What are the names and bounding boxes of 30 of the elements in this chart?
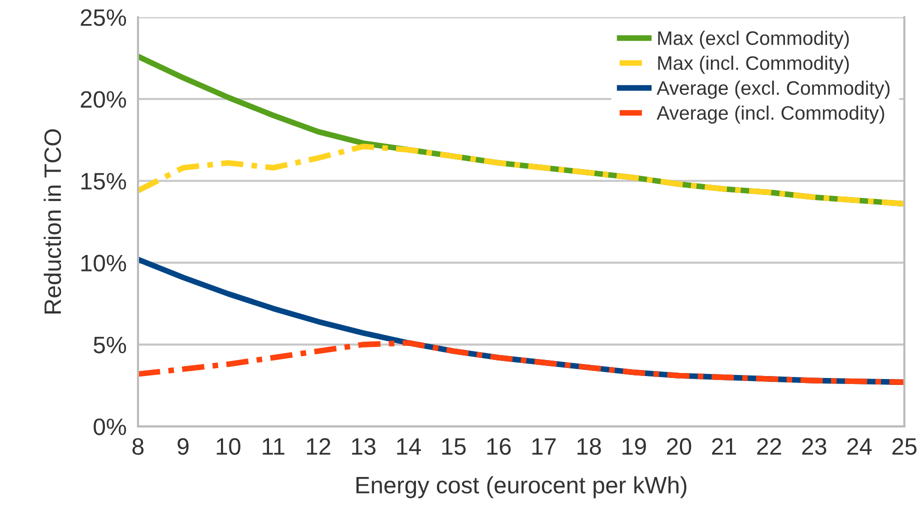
x-tick-label: 9 bbox=[178, 438, 189, 455]
x-tick-label: 12 bbox=[306, 438, 330, 455]
x-tick-label: 23 bbox=[802, 438, 826, 455]
x-axis-title: Energy cost (eurocent per kWh) bbox=[356, 476, 686, 498]
y-tick-label: 5% bbox=[94, 336, 126, 354]
y-tick-label: 10% bbox=[81, 254, 126, 272]
y-tick-label: 0% bbox=[94, 418, 126, 436]
x-tick-label: 10 bbox=[216, 438, 240, 455]
legend-label: Average (excl. Commodity) bbox=[656, 80, 890, 99]
x-tick-label: 22 bbox=[757, 438, 782, 455]
x-tick-label: 14 bbox=[397, 438, 421, 455]
x-tick-label: 15 bbox=[442, 438, 466, 455]
x-tick-label: 19 bbox=[622, 438, 646, 455]
x-tick-label: 20 bbox=[667, 438, 692, 455]
x-tick-label: 21 bbox=[712, 438, 736, 455]
legend-label: Max (excl Commodity) bbox=[658, 30, 849, 49]
y-axis-title: Reduction in TCO bbox=[44, 129, 62, 314]
x-tick-label: 17 bbox=[532, 438, 556, 455]
x-tick-label: 13 bbox=[352, 438, 376, 455]
x-tick-label: 8 bbox=[132, 438, 144, 455]
legend-label: Max (incl. Commodity) bbox=[658, 56, 849, 74]
y-tick-label: 25% bbox=[80, 9, 126, 26]
x-tick-label: 24 bbox=[847, 438, 872, 455]
legend-label: Average (incl. Commodity) bbox=[656, 106, 884, 124]
y-tick-label: 15% bbox=[81, 173, 126, 190]
x-tick-label: 25 bbox=[892, 438, 917, 455]
x-tick-label: 18 bbox=[577, 438, 601, 455]
y-tick-label: 20% bbox=[80, 91, 126, 108]
x-tick-label: 16 bbox=[487, 438, 511, 455]
x-tick-label: 11 bbox=[262, 438, 284, 455]
